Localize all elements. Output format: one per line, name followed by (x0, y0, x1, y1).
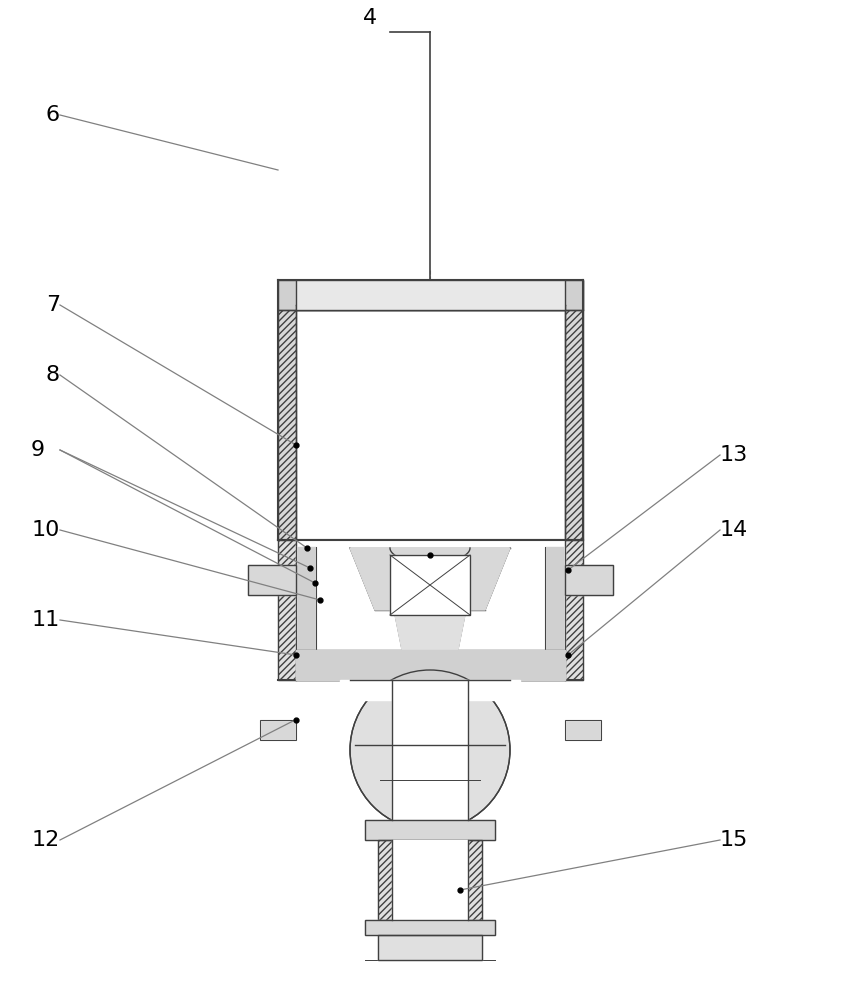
Text: 4: 4 (363, 8, 377, 28)
Text: 9: 9 (30, 440, 45, 460)
Bar (565, 720, 601, 740)
Polygon shape (365, 920, 495, 935)
Polygon shape (545, 547, 565, 680)
Bar (278, 540, 583, 680)
Text: 6: 6 (46, 105, 60, 125)
Polygon shape (340, 680, 520, 700)
Bar (365, 820, 495, 840)
Bar (390, 555, 470, 615)
Text: 14: 14 (720, 520, 748, 540)
Polygon shape (296, 650, 565, 680)
Bar (565, 565, 613, 595)
Polygon shape (248, 565, 296, 595)
Bar (365, 920, 495, 935)
Circle shape (350, 670, 510, 830)
Bar (378, 840, 482, 920)
Bar (278, 280, 583, 310)
Bar (296, 280, 565, 310)
Polygon shape (378, 840, 482, 920)
Polygon shape (392, 840, 468, 920)
Bar (350, 670, 510, 830)
Polygon shape (565, 720, 601, 740)
Polygon shape (392, 820, 468, 855)
Text: 11: 11 (32, 610, 60, 630)
Text: 15: 15 (720, 830, 749, 850)
Polygon shape (350, 548, 510, 610)
Polygon shape (296, 540, 565, 680)
Polygon shape (378, 935, 482, 960)
Polygon shape (278, 280, 583, 540)
Polygon shape (565, 565, 613, 595)
Bar (248, 565, 296, 595)
Bar (260, 720, 296, 740)
Text: 12: 12 (32, 830, 60, 850)
Polygon shape (278, 540, 583, 680)
Bar (278, 280, 296, 540)
Polygon shape (395, 615, 465, 650)
Polygon shape (365, 820, 495, 840)
Text: 10: 10 (31, 520, 60, 540)
Bar (378, 935, 482, 960)
Polygon shape (296, 547, 316, 680)
Polygon shape (260, 720, 296, 740)
Polygon shape (390, 555, 470, 615)
Text: 7: 7 (46, 295, 60, 315)
Bar (565, 280, 583, 540)
Text: 13: 13 (720, 445, 748, 465)
Polygon shape (296, 305, 565, 540)
Text: 8: 8 (46, 365, 60, 385)
Polygon shape (392, 680, 468, 820)
